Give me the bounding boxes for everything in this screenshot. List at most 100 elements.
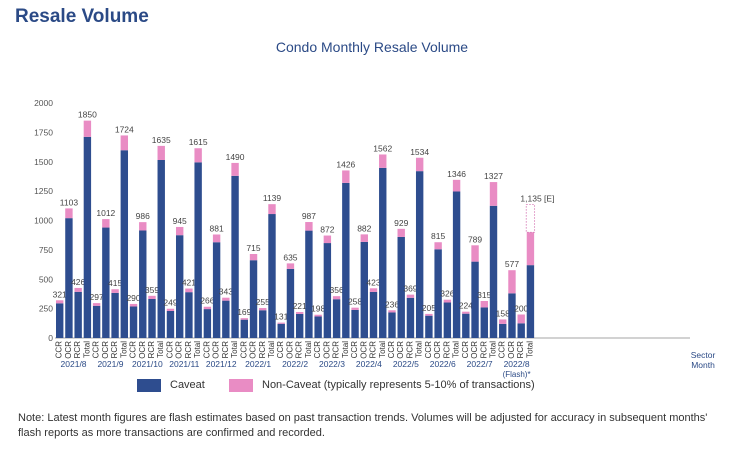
sector-label: OCR <box>359 341 368 359</box>
bar-caveat <box>286 268 295 338</box>
bar-value-label: 258 <box>348 297 362 307</box>
sector-label: OCR <box>138 341 147 359</box>
bar-non-caveat <box>369 288 378 292</box>
bar-caveat <box>526 265 535 338</box>
bar-value-label: 290 <box>126 293 140 303</box>
month-label: 2022/6 <box>430 359 456 369</box>
resale-volume-chart: Condo Monthly Resale Volume 0 250 500 750 10… <box>34 39 716 379</box>
sector-label: Total <box>156 341 165 358</box>
bar-non-caveat <box>305 222 313 231</box>
bar-non-caveat <box>443 299 452 303</box>
bar-caveat <box>452 191 461 338</box>
y-tick-label: 750 <box>39 245 53 255</box>
sector-label: RCR <box>369 341 378 359</box>
bar-non-caveat <box>148 295 156 299</box>
bar-caveat <box>379 167 387 338</box>
sector-label: Total <box>230 341 239 358</box>
bar-non-caveat <box>157 145 165 160</box>
bar-non-caveat <box>56 300 64 304</box>
bar-caveat <box>102 227 110 338</box>
bar-value-label: 1,135 [E] <box>520 194 554 204</box>
bar-value-label: 321 <box>53 289 67 299</box>
legend-swatch-non-caveat <box>229 379 253 392</box>
month-label: 2022/2 <box>282 359 308 369</box>
bar-caveat <box>74 291 82 338</box>
bar-value-label: 986 <box>136 211 150 221</box>
bar-caveat <box>314 316 322 338</box>
bar-non-caveat <box>249 253 258 261</box>
bar-caveat <box>462 313 470 338</box>
bar-non-caveat <box>139 222 147 231</box>
bar-non-caveat <box>240 318 248 320</box>
sector-label: CCR <box>313 341 322 359</box>
bar-non-caveat <box>406 294 415 298</box>
bar-caveat <box>434 249 442 338</box>
bar-value-label: 1562 <box>373 143 392 153</box>
bar-caveat <box>415 171 424 338</box>
y-tick-label: 250 <box>39 304 53 314</box>
bar-non-caveat <box>185 288 193 293</box>
y-tick-label: 2000 <box>34 98 53 108</box>
month-label: 2022/7 <box>467 359 493 369</box>
y-tick-label: 1500 <box>34 157 53 167</box>
bar-non-caveat <box>102 219 110 228</box>
bar-non-caveat <box>203 306 212 310</box>
sector-label: CCR <box>239 341 248 359</box>
bar-value-label: 1426 <box>336 159 355 169</box>
bar-non-caveat <box>74 287 82 292</box>
bar-estimate-outline <box>525 204 536 233</box>
month-label: 2022/4 <box>356 359 382 369</box>
sector-label: Total <box>452 341 461 358</box>
bar-value-label: 929 <box>394 218 408 228</box>
bar-non-caveat <box>92 303 101 306</box>
bar-value-label: 1534 <box>410 147 429 157</box>
bar-value-label: 356 <box>330 285 344 295</box>
bar-value-label: 423 <box>366 277 380 287</box>
sector-label: RCR <box>258 341 267 359</box>
bar-non-caveat <box>268 204 276 215</box>
bar-non-caveat <box>517 314 525 324</box>
bar-value-label: 343 <box>219 287 233 297</box>
bar-value-label: 297 <box>90 292 104 302</box>
month-label: 2021/10 <box>132 359 163 369</box>
bar-caveat <box>83 136 92 338</box>
sector-label: RCR <box>147 341 156 359</box>
bar-non-caveat <box>415 157 424 172</box>
sector-label: Total <box>378 341 387 358</box>
bar-value-label: 266 <box>200 296 214 306</box>
bar-non-caveat <box>462 311 470 314</box>
bar-non-caveat <box>397 228 405 237</box>
month-sublabel: (Flash)* <box>503 370 531 379</box>
bar-non-caveat <box>332 296 341 300</box>
x-axis-title-month: Month <box>691 360 715 370</box>
sector-label: CCR <box>55 341 64 359</box>
bar-non-caveat <box>323 235 332 244</box>
bar-caveat <box>360 241 368 338</box>
bar-caveat <box>332 299 341 338</box>
bar-non-caveat <box>452 179 461 192</box>
sector-label: RCR <box>516 341 525 359</box>
bar-caveat <box>342 182 350 338</box>
bar-caveat <box>295 313 304 338</box>
bar-value-label: 1635 <box>152 135 171 145</box>
bar-value-label: 131 <box>274 312 288 322</box>
bar-non-caveat <box>526 232 535 266</box>
bar-value-label: 421 <box>182 278 196 288</box>
bar-caveat <box>351 309 359 338</box>
month-label: 2022/1 <box>245 359 271 369</box>
x-axis-title-sector: Sector <box>691 350 716 360</box>
bar-non-caveat <box>351 307 359 310</box>
bar-caveat <box>185 292 193 338</box>
bar-value-label: 221 <box>293 301 307 311</box>
sector-label: OCR <box>285 341 294 359</box>
bar-caveat <box>499 323 507 338</box>
sector-label: RCR <box>221 341 230 359</box>
sector-label: RCR <box>479 341 488 359</box>
bar-caveat <box>388 312 396 338</box>
month-label: 2021/12 <box>206 359 237 369</box>
bar-non-caveat <box>231 162 239 176</box>
sector-label: Total <box>193 341 202 358</box>
sector-label: CCR <box>498 341 507 359</box>
sector-label: Total <box>267 341 276 358</box>
